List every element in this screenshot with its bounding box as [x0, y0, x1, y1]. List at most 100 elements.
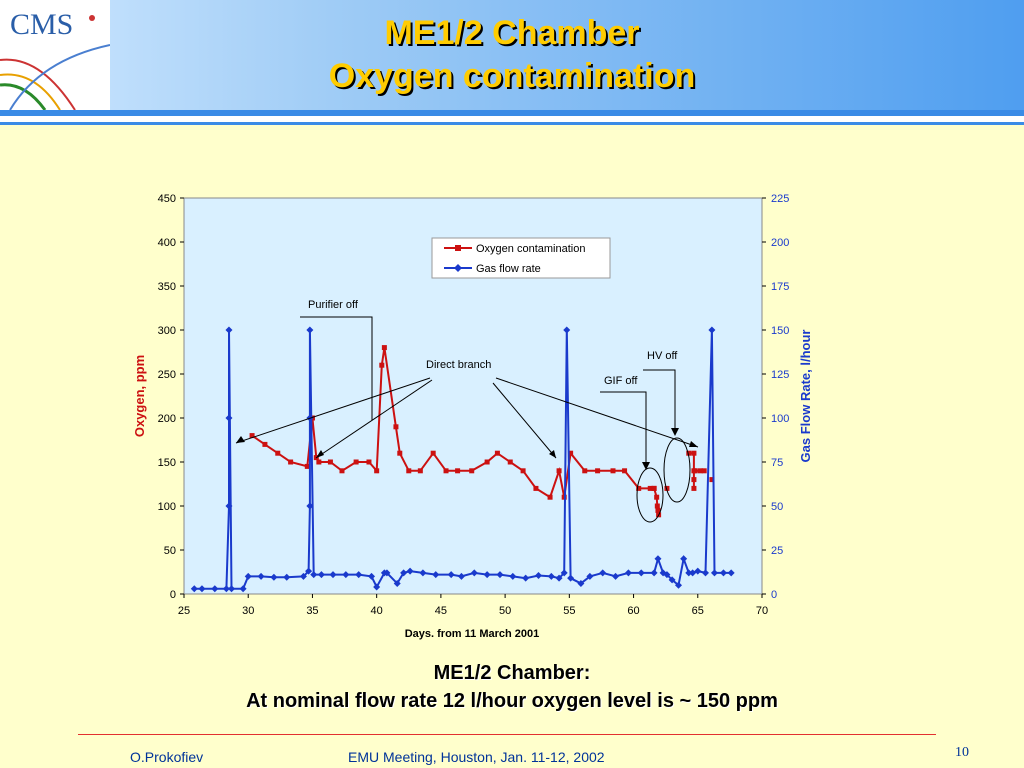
data-point-gas-flow-rate [257, 572, 265, 580]
conclusion-text: At nominal flow rate 12 l/hour oxygen le… [246, 690, 778, 712]
data-point-gas-flow-rate [483, 571, 491, 579]
y-tick-label-right: 175 [771, 281, 789, 293]
y-tick-label-right: 150 [771, 325, 789, 337]
data-point-gas-flow-rate [586, 572, 594, 580]
annotation-hv-off: HV off [647, 350, 678, 362]
data-point-gas-flow-rate [190, 585, 198, 593]
data-point-gas-flow-rate [383, 569, 391, 577]
data-point-gas-flow-rate [305, 567, 313, 575]
data-point-gas-flow-rate [393, 579, 401, 587]
data-point-oxygen-contamination [582, 468, 588, 474]
data-point-gas-flow-rate [419, 569, 427, 577]
data-point-oxygen-contamination [379, 362, 385, 368]
legend-label-flow: Gas flow rate [476, 263, 541, 275]
data-point-oxygen-contamination [397, 450, 403, 456]
data-point-oxygen-contamination [664, 485, 670, 491]
data-point-oxygen-contamination [636, 485, 642, 491]
data-point-oxygen-contamination [595, 468, 601, 474]
hv-off-circle [663, 437, 691, 503]
data-point-oxygen-contamination [288, 459, 294, 465]
data-point-oxygen-contamination [366, 459, 372, 465]
x-tick-label: 60 [627, 605, 639, 617]
data-point-gas-flow-rate [225, 414, 233, 422]
annotation-gif-off: GIF off [604, 375, 638, 387]
footer-meeting: EMU Meeting, Houston, Jan. 11-12, 2002 [348, 749, 605, 765]
data-point-gas-flow-rate [675, 581, 683, 589]
hv-off-arrowhead [671, 428, 679, 436]
x-tick-label: 45 [435, 605, 447, 617]
data-point-gas-flow-rate [668, 576, 676, 584]
data-point-gas-flow-rate [535, 572, 543, 580]
data-point-gas-flow-rate [701, 569, 709, 577]
data-point-gas-flow-rate [211, 585, 219, 593]
data-point-oxygen-contamination [655, 507, 661, 513]
data-point-oxygen-contamination [406, 468, 412, 474]
data-point-gas-flow-rate [317, 571, 325, 579]
annotation-purifier-off: Purifier off [308, 299, 359, 311]
data-point-gas-flow-rate [342, 571, 350, 579]
legend: Oxygen contamination Gas flow rate [431, 237, 611, 279]
data-point-gas-flow-rate [270, 573, 278, 581]
data-point-oxygen-contamination [647, 485, 653, 491]
y-tick-label-left: 200 [158, 413, 176, 425]
data-point-oxygen-contamination [651, 485, 657, 491]
data-point-gas-flow-rate [470, 569, 478, 577]
header-banner [0, 0, 1024, 110]
annotation-purifier-line [300, 316, 373, 420]
x-tick-label: 25 [178, 605, 190, 617]
data-point-oxygen-contamination [533, 485, 539, 491]
data-point-gas-flow-rate [547, 572, 555, 580]
legend-marker-oxygen [455, 245, 461, 251]
header-divider-white [0, 116, 1024, 122]
x-tick-label: 50 [499, 605, 511, 617]
legend-marker-flow [454, 264, 462, 272]
data-point-oxygen-contamination [507, 459, 513, 465]
y-tick-label-right: 100 [771, 413, 789, 425]
data-point-gas-flow-rate [373, 583, 381, 591]
cms-logo-graphic [0, 15, 110, 110]
y-tick-label-left: 50 [164, 545, 176, 557]
data-point-oxygen-contamination [353, 459, 359, 465]
y-tick-label-right: 75 [771, 457, 783, 469]
x-tick-label: 70 [756, 605, 768, 617]
data-point-oxygen-contamination [691, 450, 697, 456]
page-title-line1: ME1/2 Chamber [384, 14, 640, 52]
y-tick-label-left: 150 [158, 457, 176, 469]
footer-author: O.Prokofiev [130, 749, 204, 765]
data-point-oxygen-contamination [374, 468, 380, 474]
data-point-gas-flow-rate [637, 569, 645, 577]
data-point-oxygen-contamination [691, 477, 697, 483]
arrowhead-3 [549, 450, 556, 458]
data-point-oxygen-contamination [430, 450, 436, 456]
y-tick-label-right: 125 [771, 369, 789, 381]
y-tick-label-right: 0 [771, 589, 777, 601]
data-point-gas-flow-rate [225, 326, 233, 334]
data-point-oxygen-contamination [393, 424, 399, 430]
data-point-oxygen-contamination [547, 494, 553, 500]
data-point-oxygen-contamination [568, 450, 574, 456]
data-point-gas-flow-rate [685, 569, 693, 577]
data-point-gas-flow-rate [368, 572, 376, 580]
data-point-gas-flow-rate [708, 326, 716, 334]
y-tick-label-right: 225 [771, 193, 789, 205]
gif-off-line [600, 391, 647, 466]
data-point-gas-flow-rate [228, 585, 236, 593]
data-point-gas-flow-rate [432, 571, 440, 579]
data-point-oxygen-contamination [701, 468, 707, 474]
gif-off-arrowhead [642, 462, 650, 470]
data-point-gas-flow-rate [563, 326, 571, 334]
footer-divider [78, 734, 936, 735]
x-tick-label: 55 [563, 605, 575, 617]
cms-logo: CMS [0, 0, 110, 110]
data-point-gas-flow-rate [624, 569, 632, 577]
data-point-gas-flow-rate [680, 555, 688, 563]
arrowhead-2 [316, 450, 324, 458]
data-point-gas-flow-rate [244, 572, 252, 580]
data-point-gas-flow-rate [567, 574, 575, 582]
data-point-gas-flow-rate [496, 571, 504, 579]
x-axis-label: Days. from 11 March 2001 [405, 628, 540, 640]
data-point-gas-flow-rate [727, 569, 735, 577]
direct-branch-arrow-3 [492, 382, 557, 459]
data-point-oxygen-contamination [275, 450, 281, 456]
